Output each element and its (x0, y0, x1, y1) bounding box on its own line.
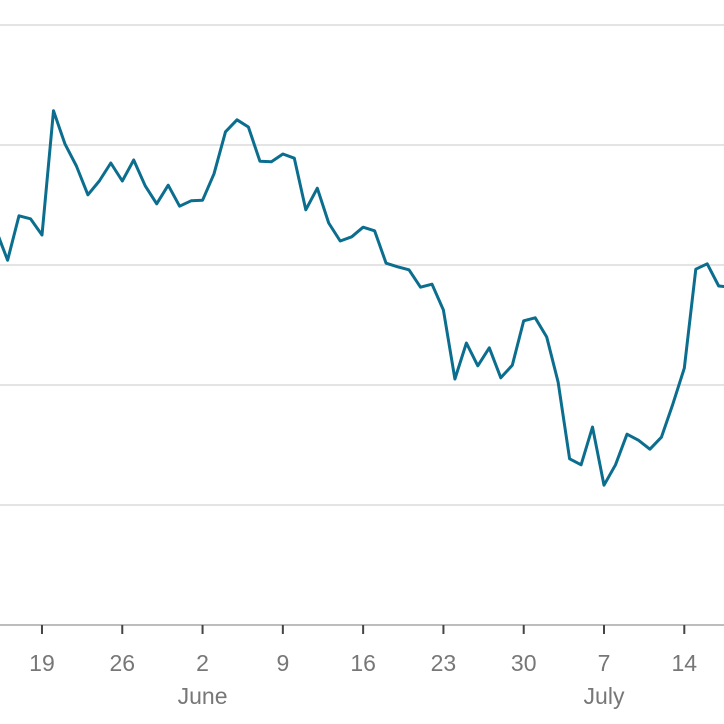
x-tick-label: 23 (431, 650, 457, 676)
line (0, 109, 724, 487)
month-label: July (584, 683, 625, 709)
x-tick-label: 26 (109, 650, 135, 676)
month-label: June (178, 683, 228, 709)
x-tick-label: 9 (276, 650, 289, 676)
x-tick-label: 16 (350, 650, 376, 676)
x-tick-label: 2 (196, 650, 209, 676)
x-tick-label: 7 (598, 650, 611, 676)
x-tick-label: 30 (511, 650, 537, 676)
x-tick-label: 19 (29, 650, 55, 676)
x-tick-label: 14 (672, 650, 698, 676)
